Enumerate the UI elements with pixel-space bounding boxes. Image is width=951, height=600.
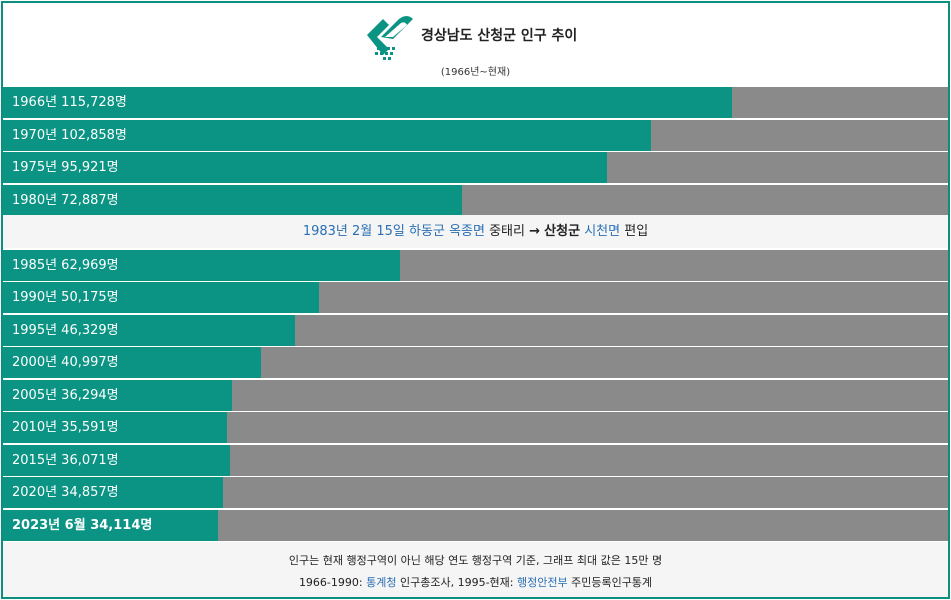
bar-label: 2010년 35,591명 <box>12 420 119 435</box>
footer-source-prefix: 1966-1990: <box>298 576 367 589</box>
bar-label: 1975년 95,921명 <box>12 160 119 175</box>
bar-row: 1966년 115,728명 <box>3 87 948 118</box>
footer-source-link-mois[interactable]: 행정안전부 <box>516 576 568 589</box>
bar-fill <box>3 120 651 151</box>
bar-fill <box>3 250 400 281</box>
annotation-to-town-link[interactable]: 시천면 <box>584 224 621 239</box>
chart-title: 경상남도 산청군 인구 추이 <box>421 28 578 44</box>
bar-row: 1995년 46,329명 <box>3 315 948 346</box>
bar-row: 1990년 50,175명 <box>3 282 948 313</box>
bar-label: 1995년 46,329명 <box>12 323 119 338</box>
annotation-action: 편입 <box>624 224 649 239</box>
bar-label: 1985년 62,969명 <box>12 258 119 273</box>
sancheong-logo-icon <box>367 16 413 60</box>
bar-label: 2023년 6월 34,114명 <box>12 518 153 533</box>
bar-fill <box>3 445 230 476</box>
annotation-to-county: 산청군 <box>544 224 581 239</box>
bar-row: 1970년 102,858명 <box>3 120 948 151</box>
chart-subtitle: (1966년~현재) <box>440 67 511 78</box>
annotation-from-town-link[interactable]: 옥종면 <box>449 224 485 239</box>
bar-fill <box>3 315 295 346</box>
footer-source-link-kostat[interactable]: 통계청 <box>366 576 397 589</box>
bar-fill <box>3 282 319 313</box>
bar-fill <box>3 412 227 443</box>
bar-fill <box>3 510 218 541</box>
bar-row: 1975년 95,921명 <box>3 152 948 183</box>
bar-fill <box>3 477 223 508</box>
annotation-village: 중태리 <box>489 224 525 239</box>
bar-label: 2000년 40,997명 <box>12 355 119 370</box>
bar-label: 1990년 50,175명 <box>12 290 119 305</box>
annotation-row: 1983년 2월 15일 하동군 옥종면 중태리 → 산청군 시천면 편입 <box>3 215 948 248</box>
bar-fill <box>3 185 462 216</box>
footer-source-suffix: 주민등록인구통계 <box>567 576 653 589</box>
bar-label: 2005년 36,294명 <box>12 388 119 403</box>
annotation-arrow: → <box>529 224 541 239</box>
bar-row: 2015년 36,071명 <box>3 445 948 476</box>
bar-label: 1966년 115,728명 <box>12 95 127 110</box>
annotation-from-county-link[interactable]: 하동군 <box>409 224 445 239</box>
bar-fill <box>3 380 232 411</box>
bar-fill <box>3 347 261 378</box>
footer-source: 1966-1990: 통계청 인구총조사, 1995-현재: 행정안전부 주민등… <box>3 574 948 590</box>
bar-row: 2010년 35,591명 <box>3 412 948 443</box>
footer-note: 인구는 현재 행정구역이 아닌 해당 연도 행정구역 기준, 그래프 최대 값은… <box>288 554 663 567</box>
bar-row: 1980년 72,887명 <box>3 185 948 216</box>
bar-row: 2000년 40,997명 <box>3 347 948 378</box>
bar-row: 2005년 36,294명 <box>3 380 948 411</box>
bar-fill <box>3 152 607 183</box>
bar-row: 2023년 6월 34,114명 <box>3 510 948 541</box>
bar-label: 2020년 34,857명 <box>12 485 119 500</box>
bar-fill <box>3 87 732 118</box>
bar-label: 1970년 102,858명 <box>12 128 127 143</box>
bar-row: 1985년 62,969명 <box>3 250 948 281</box>
bar-label: 1980년 72,887명 <box>12 193 119 208</box>
footer-source-middle: 인구총조사, 1995-현재: <box>396 576 517 589</box>
bar-label: 2015년 36,071명 <box>12 453 119 468</box>
bar-row: 2020년 34,857명 <box>3 477 948 508</box>
annotation-date-link[interactable]: 1983년 2월 15일 <box>302 224 405 239</box>
chart-footer: 인구는 현재 행정구역이 아닌 해당 연도 행정구역 기준, 그래프 최대 값은… <box>3 542 948 597</box>
chart-header: 경상남도 산청군 인구 추이 (1966년~현재) <box>3 3 948 86</box>
